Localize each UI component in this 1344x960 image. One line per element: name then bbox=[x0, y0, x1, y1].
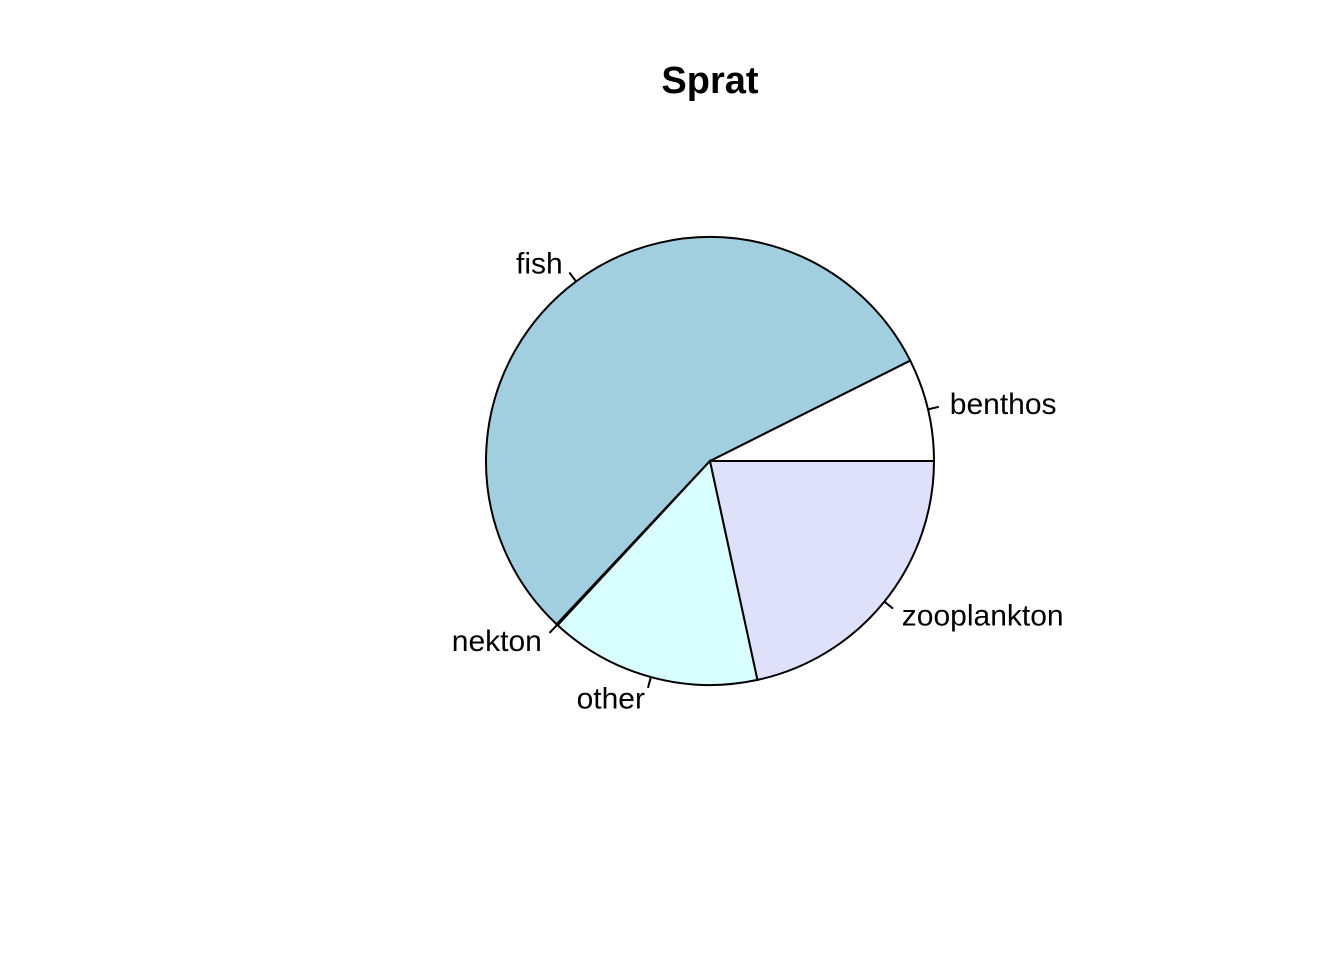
tick-zooplankton bbox=[883, 600, 894, 610]
pie-slice-benthos bbox=[709, 359, 936, 462]
slice-label-fish: fish bbox=[516, 247, 563, 280]
slice-label-nekton: nekton bbox=[452, 625, 542, 658]
tick-fish bbox=[568, 271, 577, 283]
chart-title: Sprat bbox=[661, 60, 758, 102]
pie-slices bbox=[485, 236, 936, 687]
pie-slice-zooplankton bbox=[708, 460, 936, 682]
slice-label-other: other bbox=[577, 683, 645, 716]
slice-label-zooplankton: zooplankton bbox=[902, 600, 1064, 633]
slice-labels: benthos fish nekton other zooplankton bbox=[452, 247, 1064, 715]
label-ticks bbox=[548, 271, 940, 689]
pie-slice-fish bbox=[485, 236, 912, 626]
slice-label-benthos: benthos bbox=[950, 388, 1057, 421]
tick-nekton bbox=[548, 624, 558, 634]
tick-other bbox=[646, 676, 652, 689]
tick-benthos bbox=[927, 405, 940, 411]
